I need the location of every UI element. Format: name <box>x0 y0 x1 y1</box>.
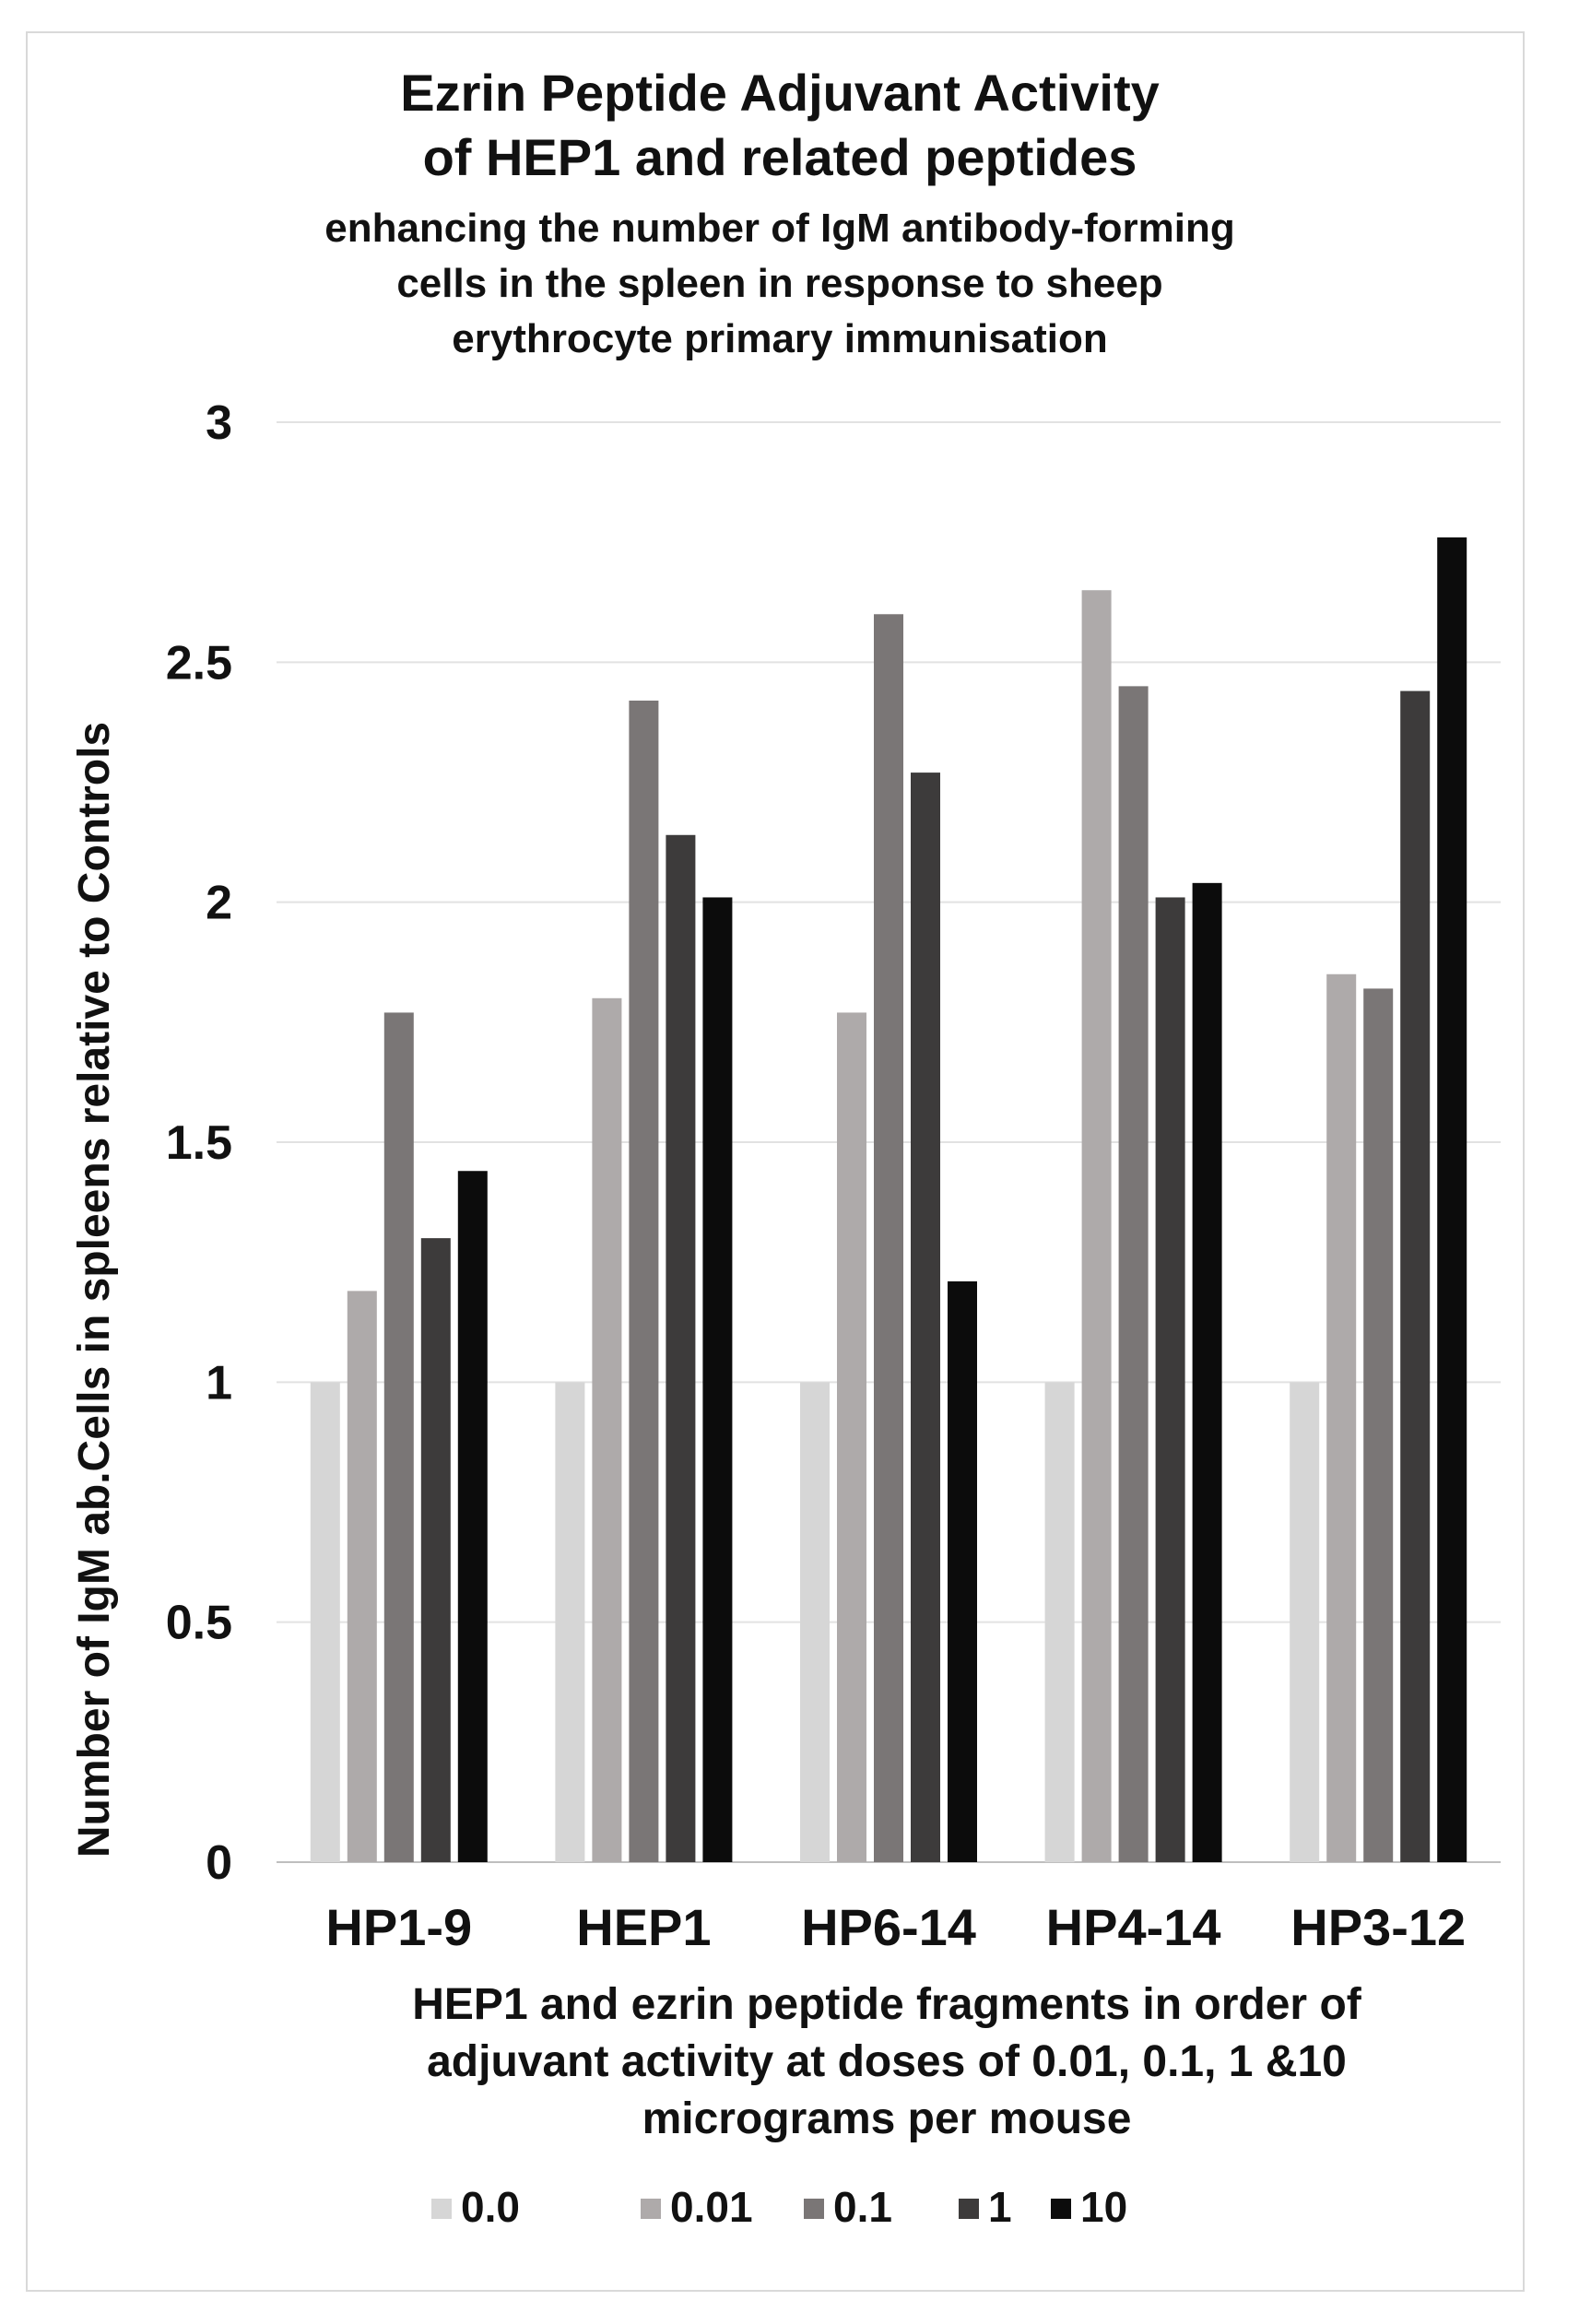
legend: 0.0 0.01 0.1 1 10 <box>431 2183 1127 2231</box>
bar <box>1081 590 1112 1862</box>
x-axis-label-line-2: adjuvant activity at doses of 0.01, 0.1,… <box>427 2037 1347 2086</box>
x-category-label: HP3-12 <box>1290 1898 1466 1956</box>
legend-label: 10 <box>1080 2183 1127 2231</box>
legend-swatch <box>959 2199 979 2219</box>
bar <box>629 700 659 1862</box>
bar <box>1155 897 1185 1863</box>
chart-frame <box>26 31 1525 2292</box>
bar <box>1326 973 1357 1862</box>
legend-label: 1 <box>988 2183 1012 2231</box>
chart-title-line-1: Ezrin Peptide Adjuvant Activity <box>400 64 1160 122</box>
bar <box>911 773 940 1862</box>
bar <box>800 1382 830 1862</box>
x-axis-label-line-3: micrograms per mouse <box>642 2094 1132 2143</box>
bar <box>1044 1382 1075 1862</box>
legend-swatch <box>641 2199 661 2219</box>
legend-label: 0.01 <box>670 2183 753 2231</box>
y-tick-label: 3 <box>206 396 232 450</box>
bar <box>1290 1382 1320 1862</box>
bar <box>1400 690 1431 1863</box>
legend-swatch <box>431 2199 452 2219</box>
x-category-label: HP6-14 <box>801 1898 976 1956</box>
legend-label: 0.1 <box>833 2183 892 2231</box>
y-tick-label: 0 <box>206 1836 232 1890</box>
chart-subtitle-line-1: enhancing the number of IgM antibody-for… <box>324 206 1235 251</box>
bar <box>420 1238 451 1862</box>
x-axis-categories: HP1-9 HEP1 HP6-14 HP4-14 HP3-12 <box>325 1898 1466 1956</box>
bar <box>837 1012 866 1862</box>
x-category-label: HP4-14 <box>1046 1898 1221 1956</box>
legend-swatch <box>804 2199 824 2219</box>
bar <box>310 1382 340 1862</box>
chart-title-line-2: of HEP1 and related peptides <box>423 128 1137 186</box>
bar <box>1192 882 1222 1862</box>
y-axis-label: Number of IgM ab.Cells in spleens relati… <box>70 722 119 1858</box>
bar <box>1118 686 1149 1862</box>
bars <box>310 537 1467 1863</box>
bar <box>1363 988 1394 1862</box>
chart-title-block: Ezrin Peptide Adjuvant Activity of HEP1 … <box>324 64 1235 361</box>
y-tick-label: 0.5 <box>166 1597 232 1650</box>
bar <box>383 1012 414 1862</box>
bar <box>592 997 622 1862</box>
bar <box>666 834 696 1862</box>
x-category-label: HP1-9 <box>325 1898 472 1956</box>
bar <box>948 1280 977 1862</box>
chart-subtitle-line-3: erythrocyte primary immunisation <box>452 316 1108 361</box>
y-tick-label: 2.5 <box>166 636 232 690</box>
chart-subtitle-line-2: cells in the spleen in response to sheep <box>396 261 1162 306</box>
x-category-label: HEP1 <box>576 1898 711 1956</box>
bar <box>1437 537 1467 1863</box>
x-axis-label: HEP1 and ezrin peptide fragments in orde… <box>412 1980 1362 2143</box>
bar <box>347 1291 377 1862</box>
bar <box>555 1382 585 1862</box>
legend-label: 0.0 <box>461 2183 520 2231</box>
bar <box>874 614 903 1863</box>
x-axis-label-line-1: HEP1 and ezrin peptide fragments in orde… <box>412 1980 1362 2029</box>
y-tick-label: 2 <box>206 877 232 930</box>
y-tick-label: 1.5 <box>166 1116 232 1170</box>
bar <box>457 1171 488 1862</box>
legend-swatch <box>1051 2199 1071 2219</box>
bar <box>702 897 733 1863</box>
y-tick-label: 1 <box>206 1356 232 1410</box>
y-axis-ticks: 0 0.5 1 1.5 2 2.5 3 <box>166 396 232 1890</box>
